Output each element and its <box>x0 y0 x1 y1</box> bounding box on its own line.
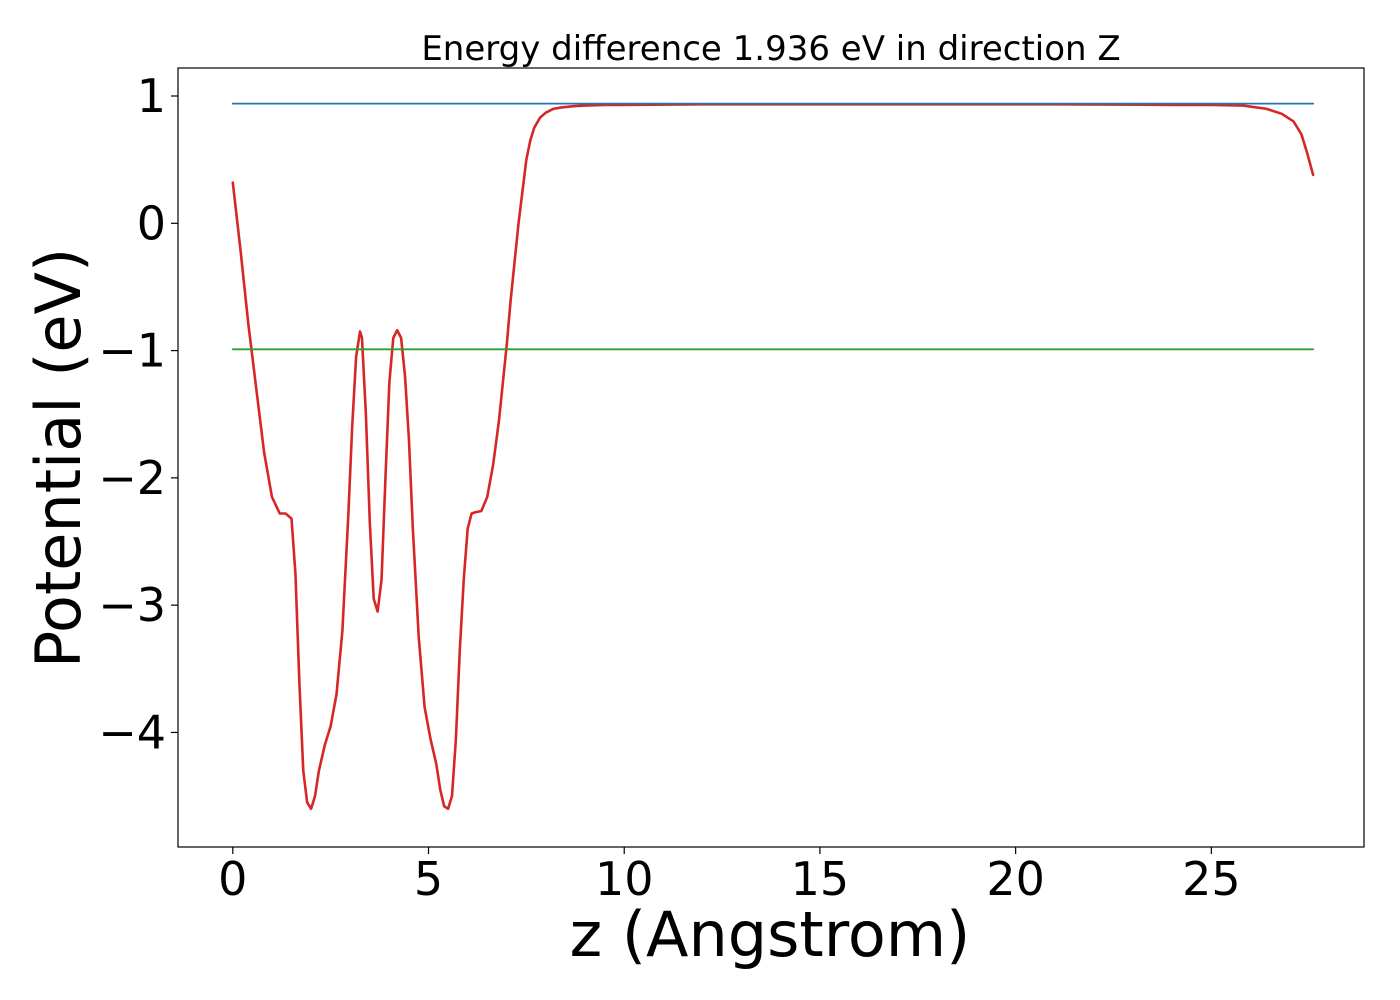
y-tick-label: −4 <box>98 705 166 759</box>
y-tick-label: −3 <box>98 578 166 632</box>
chart-title: Energy difference 1.936 eV in direction … <box>421 29 1120 69</box>
potential-curve <box>231 102 1315 811</box>
y-tick-label: −2 <box>98 451 166 505</box>
x-tick-label: 25 <box>1182 852 1241 906</box>
plot-frame <box>177 67 1365 848</box>
x-axis-ticks: 0 5 10 15 20 25 <box>218 847 1241 906</box>
series-layer <box>231 102 1315 811</box>
x-tick-label: 15 <box>791 852 850 906</box>
y-axis-ticks: 1 0 −1 −2 −3 −4 <box>98 69 178 759</box>
y-tick-label: 0 <box>137 196 166 250</box>
x-tick-label: 10 <box>595 852 654 906</box>
y-tick-label: −1 <box>98 324 166 378</box>
x-tick-label: 0 <box>218 852 247 906</box>
x-axis-label: z (Angstrom) <box>570 898 971 971</box>
x-tick-label: 20 <box>986 852 1045 906</box>
y-axis-label: Potential (eV) <box>22 248 95 668</box>
x-tick-label: 5 <box>414 852 443 906</box>
y-tick-label: 1 <box>137 69 166 123</box>
